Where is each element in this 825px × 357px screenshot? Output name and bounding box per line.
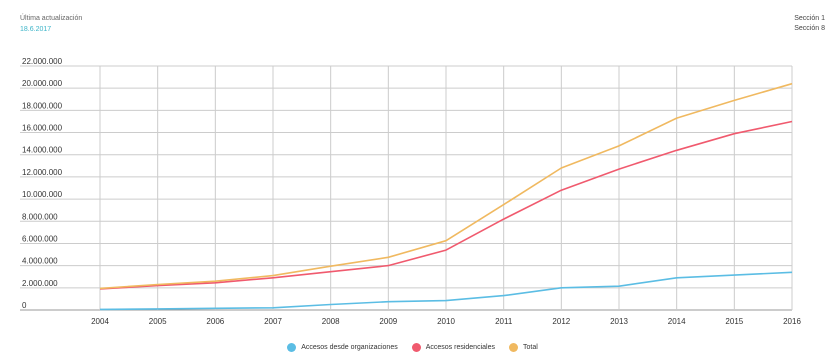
y-tick-label: 2.000.000	[22, 279, 58, 288]
y-tick-label: 8.000.000	[22, 212, 58, 221]
legend-dot-icon	[287, 343, 297, 352]
x-axis-ticks: 2004 2005 2006 2007 2008 2009 2010 2011 2012 2013…	[91, 317, 801, 326]
legend-item-1[interactable]: Accesos desde organizaciones	[287, 343, 398, 352]
x-tick-label: 2010	[437, 317, 455, 326]
x-tick-label: 2004	[91, 317, 109, 326]
legend-item-3[interactable]: Total	[508, 343, 538, 352]
x-tick-label: 2014	[668, 317, 686, 326]
series-line-1[interactable]	[99, 271, 793, 311]
y-tick-label: 22.000.000	[22, 57, 63, 66]
legend-label: Accesos residenciales	[425, 344, 495, 351]
y-tick-label: 6.000.000	[22, 234, 58, 243]
legend-dot-icon	[411, 343, 421, 352]
y-tick-label: 18.000.000	[22, 101, 63, 110]
y-tick-label: 16.000.000	[22, 124, 63, 133]
legend-dot-icon	[508, 343, 518, 352]
x-tick-label: 2007	[264, 317, 282, 326]
source-line-1[interactable]: Sección 1	[794, 15, 825, 22]
y-tick-label: 4.000.000	[22, 257, 58, 266]
legend-label: Total	[522, 344, 538, 351]
y-tick-label: 20.000.000	[22, 79, 63, 88]
y-tick-label: 10.000.000	[22, 190, 63, 199]
grid-lines	[20, 65, 793, 311]
legend-item-2[interactable]: Accesos residenciales	[411, 343, 495, 352]
y-tick-label: 12.000.000	[22, 168, 63, 177]
legend-label: Accesos desde organizaciones	[301, 344, 398, 351]
source-line-2[interactable]: Sección 8	[794, 25, 825, 32]
x-tick-label: 2005	[149, 317, 167, 326]
y-tick-label: 14.000.000	[22, 146, 63, 155]
x-tick-label: 2009	[379, 317, 397, 326]
chart-legend: Accesos desde organizaciones Accesos resi…	[0, 343, 825, 352]
x-tick-label: 2013	[610, 317, 628, 326]
x-tick-label: 2012	[552, 317, 570, 326]
series-lines	[99, 82, 793, 311]
last-update-date: 18.6.2017	[20, 26, 52, 33]
last-update-label: Última actualización	[20, 15, 83, 22]
y-axis-ticks: 0 2.000.000 4.000.000 6.000.000 8.000.000 10.…	[22, 57, 63, 310]
x-tick-label: 2015	[725, 317, 743, 326]
x-tick-label: 2016	[783, 317, 801, 326]
y-tick-label: 0	[22, 301, 27, 310]
x-tick-label: 2011	[495, 317, 513, 326]
series-line-3[interactable]	[99, 82, 793, 290]
x-tick-label: 2008	[322, 317, 340, 326]
chart-header: Última actualización 18.6.2017	[20, 14, 82, 35]
x-tick-label: 2006	[206, 317, 224, 326]
series-line-2[interactable]	[99, 120, 793, 290]
source-links: Sección 1 Sección 8	[794, 14, 825, 34]
